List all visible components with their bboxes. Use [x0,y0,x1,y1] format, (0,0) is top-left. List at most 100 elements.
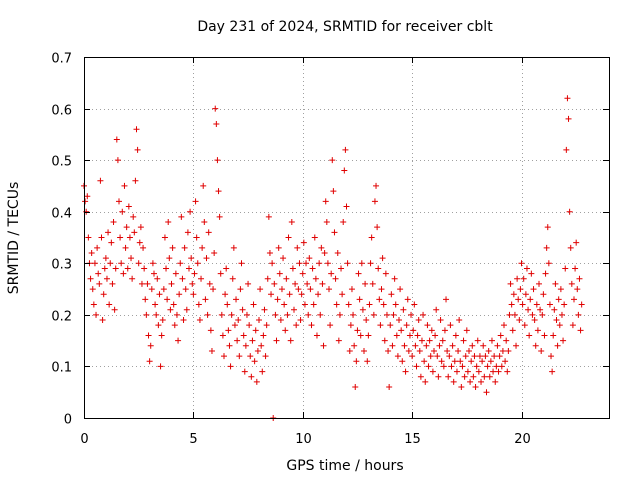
data-point [409,353,416,360]
data-point [200,182,207,189]
labels-layer: 0 0.1 0.2 0.3 0.4 0.5 0.6 0.7 0 5 10 15 20 [51,52,530,448]
data-point [568,280,575,287]
data-point [126,234,133,241]
data-point [358,260,365,267]
data-point [482,353,489,360]
data-point [344,260,351,267]
grid-layer [84,57,609,418]
data-point [403,322,410,329]
data-point [287,337,294,344]
data-point [548,353,555,360]
data-point [246,322,253,329]
data-point [343,203,350,210]
data-point [304,280,311,287]
data-point [269,260,276,267]
data-point [417,373,424,380]
data-point [402,368,409,375]
data-point [249,337,256,344]
data-point [317,311,324,318]
data-point [527,296,534,303]
data-point [233,296,240,303]
data-point [278,286,285,293]
data-point [396,317,402,324]
data-point [509,327,516,334]
data-point [351,342,358,349]
data-point [431,347,437,354]
data-point [555,296,562,303]
data-point [266,249,273,256]
data-point [506,311,513,318]
data-point [189,280,196,287]
data-point [134,146,141,153]
data-point [488,337,495,344]
data-point [245,280,252,287]
data-point [549,368,556,375]
data-point [121,182,128,189]
data-point [237,286,244,293]
data-point [309,265,316,272]
data-point [478,378,485,385]
data-point [82,198,89,205]
data-point [130,213,137,220]
data-point [515,296,522,303]
data-point [468,358,475,365]
data-point [199,244,206,251]
data-point [556,322,563,329]
data-point [327,322,334,329]
data-point [133,126,140,133]
data-point [530,286,537,293]
x-tick-label: 20 [514,432,531,447]
data-point [179,275,186,282]
data-point [577,327,584,334]
data-point [178,213,185,220]
data-point [411,301,418,308]
data-point [397,286,404,293]
data-point [158,332,165,339]
y-axis-label: SRMTID / TECUs [6,182,22,295]
data-point [110,219,117,226]
data-point [493,363,500,370]
data-point [464,368,471,375]
data-point [550,332,557,339]
data-point [501,322,507,329]
data-point [205,229,212,236]
data-point [380,301,387,308]
data-point [300,239,307,246]
data-point [296,260,303,267]
data-point [410,327,417,334]
data-point [545,260,552,267]
y-tick-label: 0.4 [51,207,72,222]
data-point [330,188,337,195]
data-point [273,337,280,344]
data-point [111,306,118,313]
data-point [247,353,254,360]
data-point [183,306,190,313]
data-point [541,332,548,339]
data-point [525,306,532,313]
data-point [164,296,171,303]
data-point [253,378,260,385]
data-point [497,332,504,339]
data-point [413,363,420,370]
data-point [316,260,323,267]
data-point [357,332,364,339]
data-point [307,286,314,293]
data-point [95,270,102,277]
data-point [251,358,258,365]
data-point [537,306,544,313]
data-point [418,337,425,344]
data-point [333,301,340,308]
data-point [424,322,431,329]
data-point [291,306,297,313]
data-point [271,280,278,287]
data-point [574,286,581,293]
data-point [163,265,170,272]
data-point [256,317,262,324]
data-point [144,280,151,287]
data-point [350,311,357,318]
data-point [392,301,399,308]
data-point [295,286,302,293]
data-point [210,286,217,293]
data-point [387,322,394,329]
data-point [551,306,558,313]
